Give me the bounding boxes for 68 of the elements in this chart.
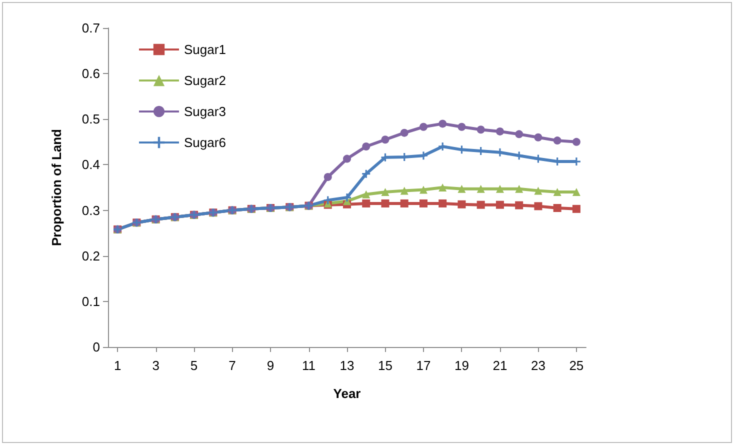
x-tick-label: 21 (492, 358, 508, 373)
x-tick-label: 17 (416, 358, 431, 373)
x-tick-label: 19 (454, 358, 469, 373)
x-tick-label: 23 (530, 358, 546, 373)
x-tick-label: 9 (266, 358, 274, 373)
point (458, 122, 466, 131)
legend-label: Sugar6 (184, 135, 226, 150)
point (362, 190, 370, 198)
point (400, 186, 408, 195)
y-tick-label: 0.5 (82, 112, 100, 127)
point (400, 199, 408, 208)
point (324, 173, 332, 182)
y-tick-label: 0.3 (82, 202, 100, 218)
point (553, 136, 562, 145)
x-tick-label: 11 (302, 358, 316, 373)
y-tick-label: 0.6 (82, 66, 100, 82)
x-tick-label: 15 (378, 358, 392, 373)
point (458, 200, 466, 208)
point (496, 184, 504, 193)
point (476, 184, 485, 193)
x-tick-label: 25 (569, 358, 584, 373)
y-tick-label: 0.7 (82, 20, 100, 36)
point (534, 133, 542, 142)
y-tick-label: 0 (92, 340, 100, 354)
point (534, 202, 542, 210)
point (476, 126, 485, 134)
legend-label: Sugar3 (184, 104, 226, 119)
x-tick-label: 5 (190, 358, 198, 373)
point (381, 199, 390, 208)
point (438, 120, 447, 128)
point (515, 201, 524, 210)
x-axis-title: Year (333, 386, 361, 401)
legend-label: Sugar2 (184, 73, 226, 88)
x-tick-label: 13 (340, 358, 354, 373)
point (438, 199, 447, 208)
x-tick-label: 3 (152, 358, 160, 373)
point (381, 136, 390, 144)
point (553, 204, 562, 212)
y-tick-label: 0.2 (82, 248, 100, 264)
point (343, 154, 351, 163)
point (476, 200, 485, 209)
point (515, 130, 524, 138)
point (572, 188, 580, 196)
point (572, 204, 580, 213)
point (438, 142, 447, 150)
point (496, 127, 504, 136)
point (458, 184, 466, 193)
y-axis-title: Proportion of Land (49, 128, 64, 246)
point (400, 128, 408, 137)
point (534, 186, 542, 195)
point (381, 188, 390, 196)
x-tick-label: 1 (114, 358, 122, 373)
point (438, 184, 447, 192)
point (515, 184, 524, 193)
point (362, 199, 370, 208)
legend-label: Sugar1 (184, 42, 226, 57)
point (362, 170, 370, 178)
point (324, 196, 332, 204)
point (419, 122, 428, 131)
x-tick-label: 7 (228, 358, 236, 373)
y-tick-label: 0.1 (82, 294, 100, 309)
point (553, 188, 562, 196)
point (362, 142, 370, 150)
point (419, 186, 428, 194)
point (572, 138, 580, 146)
point (419, 199, 428, 208)
point (496, 200, 504, 209)
y-tick-label: 0.4 (82, 157, 100, 172)
